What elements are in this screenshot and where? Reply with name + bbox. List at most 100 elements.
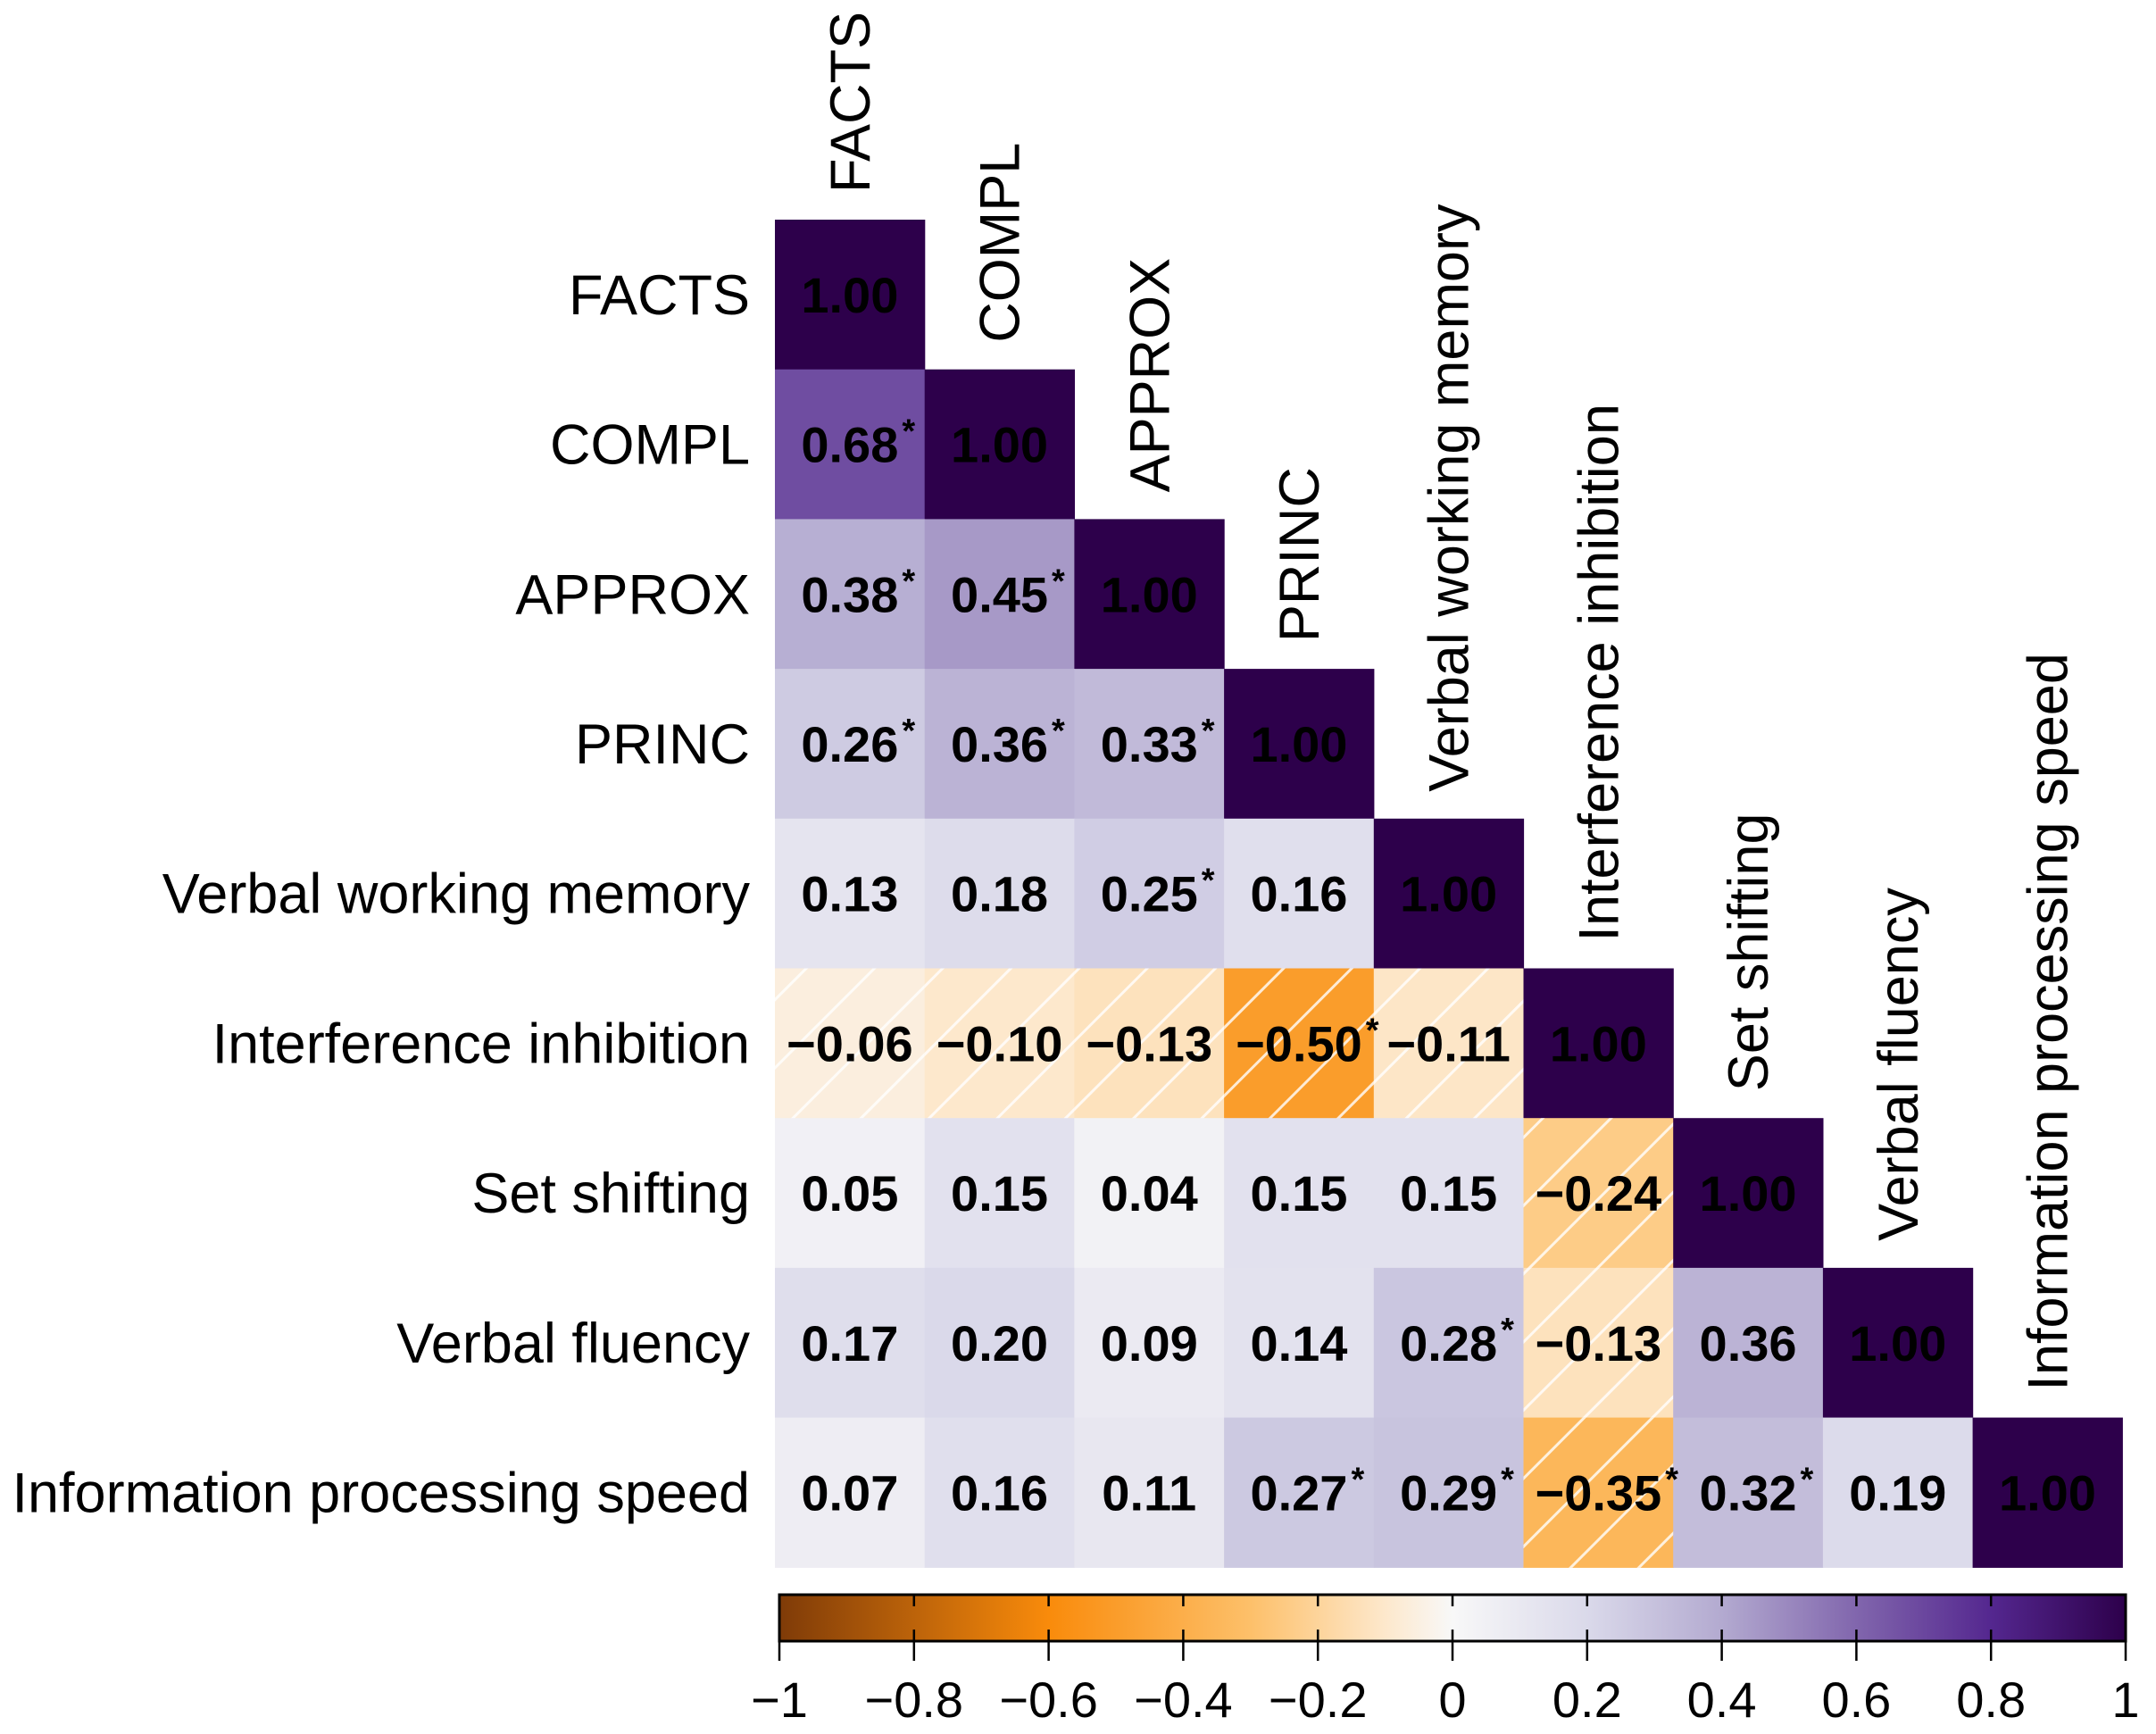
cell-value-label: 0.16	[951, 1464, 1048, 1521]
column-label-information-processing-speed: Information processing speed	[2017, 653, 2079, 1390]
significance-marker: *	[1052, 713, 1065, 750]
cell-value-label: 1.00	[1101, 566, 1198, 622]
heatmap-cells	[775, 220, 2123, 1568]
cell-value-label: 1.00	[801, 267, 898, 323]
negative-hatch	[775, 968, 926, 1119]
heatmap-cell	[924, 1267, 1075, 1419]
heatmap-cell	[1373, 1267, 1525, 1419]
colorbar-tick-label: 1	[2111, 1671, 2139, 1728]
heatmap-cell	[775, 1267, 926, 1419]
negative-hatch	[1523, 1267, 1674, 1419]
cell-value-label: −0.24	[1535, 1165, 1661, 1221]
colorbar-tick-label: −0.4	[1134, 1671, 1233, 1728]
cell-value-label: −0.10	[936, 1015, 1063, 1071]
cell-value-label: 0.45	[951, 566, 1048, 622]
heatmap-cell	[924, 519, 1075, 670]
cell-value-label: 1.00	[1550, 1015, 1647, 1071]
cell-value-label: 0.13	[801, 866, 898, 922]
row-label-compl: COMPL	[550, 414, 750, 477]
heatmap-cell	[1673, 1267, 1824, 1419]
column-label-princ: PRINC	[1269, 467, 1331, 642]
heatmap-cell	[1074, 1417, 1225, 1568]
cell-value-label: 0.11	[1102, 1464, 1196, 1521]
column-label-facts: FACTS	[820, 12, 882, 193]
cell-value-label: 0.15	[951, 1165, 1048, 1221]
row-label-verbal-fluency: Verbal fluency	[396, 1313, 750, 1375]
heatmap-cell	[1373, 818, 1525, 970]
row-label-princ: PRINC	[575, 713, 750, 776]
negative-hatch	[1224, 968, 1375, 1119]
cell-value-label: 0.28	[1400, 1315, 1497, 1371]
cell-value-label: 1.00	[1849, 1315, 1946, 1371]
cell-value-label: 1.00	[1700, 1165, 1797, 1221]
negative-hatch	[1373, 968, 1525, 1119]
row-label-verbal-working-memory: Verbal working memory	[162, 863, 751, 926]
colorbar-tick-label: 0.4	[1687, 1671, 1757, 1728]
column-label-verbal-fluency: Verbal fluency	[1868, 888, 1930, 1241]
colorbar: −1 −0.8 −0.6 −0.4 −0.2 0 0.2 0.4 0.6 0.8 1	[751, 1593, 2140, 1728]
negative-hatch	[1074, 968, 1225, 1119]
cell-value-label: 0.25	[1101, 866, 1198, 922]
cell-value-label: 1.00	[1999, 1464, 2096, 1521]
heatmap-cell	[1373, 1417, 1525, 1568]
significance-marker: *	[1351, 1461, 1364, 1498]
significance-marker: *	[902, 413, 915, 451]
heatmap-cell	[775, 220, 926, 371]
heatmap-cell	[1972, 1417, 2123, 1568]
cell-value-label: 0.16	[1250, 866, 1347, 922]
colorbar-tick-label: −0.2	[1269, 1671, 1368, 1728]
heatmap-cell	[924, 818, 1075, 970]
heatmap-cell	[775, 369, 926, 520]
heatmap-cell	[775, 1118, 926, 1269]
cell-value-label: 0.20	[951, 1315, 1048, 1371]
cell-value-label: 0.15	[1250, 1165, 1347, 1221]
cell-value-label: 0.15	[1400, 1165, 1497, 1221]
heatmap-cell	[1224, 1267, 1375, 1419]
heatmap-cell	[924, 669, 1075, 820]
colorbar-tick-label: −0.8	[865, 1671, 964, 1728]
heatmap-cell	[775, 818, 926, 970]
heatmap-cell	[924, 1118, 1075, 1269]
cell-value-label: −0.13	[1535, 1315, 1661, 1371]
heatmap-cell	[775, 519, 926, 670]
cell-value-label: 0.07	[801, 1464, 898, 1521]
significance-marker: *	[1366, 1012, 1379, 1049]
cell-value-label: −0.06	[787, 1015, 913, 1071]
cell-value-label: 0.27	[1250, 1464, 1347, 1521]
cell-value-label: 0.33	[1101, 716, 1198, 772]
cell-value-label: 0.68	[801, 417, 898, 473]
row-label-facts: FACTS	[569, 264, 750, 327]
heatmap-cell-labels: 1.000.68 * 1.000.38 * 0.45 * 1.000.26 * 0.36 * 0.3…	[787, 267, 2096, 1521]
heatmap-cell	[1224, 1417, 1375, 1568]
cell-value-label: 0.19	[1849, 1464, 1946, 1521]
heatmap-cell	[1074, 669, 1225, 820]
significance-marker: *	[1665, 1461, 1678, 1498]
heatmap-cell	[1224, 818, 1375, 970]
cell-value-label: 1.00	[1250, 716, 1347, 772]
heatmap-cell	[775, 669, 926, 820]
colorbar-tick-label: 0.2	[1552, 1671, 1622, 1728]
colorbar-tick-label: 0.8	[1956, 1671, 2026, 1728]
negative-hatch	[1523, 1417, 1674, 1568]
colorbar-tick-label: 0	[1438, 1671, 1466, 1728]
heatmap-cell	[1074, 519, 1225, 670]
significance-marker: *	[902, 713, 915, 750]
significance-marker: *	[1202, 863, 1215, 900]
cell-value-label: 0.14	[1250, 1315, 1347, 1371]
row-labels: FACTS COMPL APPROX PRINC Verbal working memo…	[12, 264, 751, 1525]
heatmap-cell	[1074, 1267, 1225, 1419]
heatmap-cell	[775, 1417, 926, 1568]
significance-marker: *	[1052, 563, 1065, 600]
cell-value-label: 0.29	[1400, 1464, 1497, 1521]
heatmap-cell	[1673, 1118, 1824, 1269]
significance-marker: *	[1501, 1461, 1514, 1498]
cell-value-label: 0.05	[801, 1165, 898, 1221]
heatmap-cell	[924, 369, 1075, 520]
cell-value-label: 0.26	[801, 716, 898, 772]
column-label-approx: APPROX	[1119, 258, 1181, 493]
row-label-information-processing-speed: Information processing speed	[12, 1462, 750, 1524]
colorbar-tick-label: −1	[751, 1671, 808, 1728]
column-labels: FACTS COMPL APPROX PRINC Verbal working memo…	[820, 12, 2080, 1391]
heatmap-cell	[1523, 968, 1674, 1119]
heatmap-cell	[1224, 669, 1375, 820]
